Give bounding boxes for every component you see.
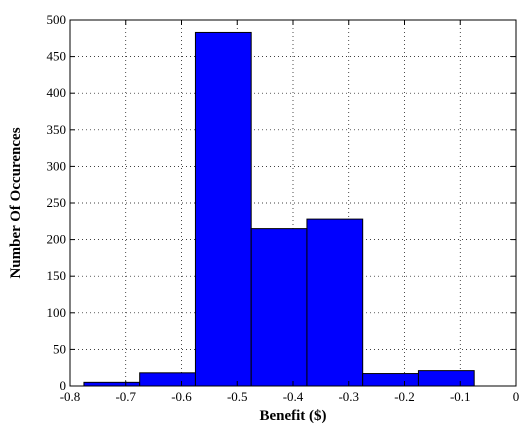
y-axis-ticks: 0 50 100 150 200 250 300 350 400 450 500 bbox=[47, 12, 516, 393]
histogram-bar-1 bbox=[83, 381, 141, 387]
y-tick-label: 250 bbox=[47, 195, 67, 210]
x-axis-ticks: -0.8 -0.7 -0.6 -0.5 -0.4 -0.3 -0.2 -0.1 0 bbox=[60, 20, 520, 404]
x-tick-label: -0.5 bbox=[227, 389, 248, 404]
y-axis-title: Number Of Occurences bbox=[8, 127, 24, 278]
x-tick-label: -0.7 bbox=[115, 389, 136, 404]
histogram-bar-6 bbox=[362, 373, 419, 387]
y-tick-label: 200 bbox=[47, 232, 67, 247]
histogram-bar-4 bbox=[250, 228, 308, 387]
x-tick-label: 0 bbox=[513, 389, 520, 404]
histogram-bar-2 bbox=[139, 372, 196, 387]
y-tick-label: 50 bbox=[53, 341, 66, 356]
y-tick-label: 300 bbox=[47, 158, 67, 173]
y-tick-label: 100 bbox=[47, 305, 67, 320]
y-tick-label: 400 bbox=[47, 85, 67, 100]
x-axis-title: Benefit ($) bbox=[259, 408, 326, 424]
x-tick-label: -0.2 bbox=[394, 389, 415, 404]
y-tick-label: 150 bbox=[47, 268, 67, 283]
x-tick-label: -0.4 bbox=[283, 389, 304, 404]
x-tick-label: -0.8 bbox=[60, 389, 81, 404]
y-tick-label: 500 bbox=[47, 12, 67, 27]
x-tick-label: -0.6 bbox=[171, 389, 192, 404]
y-tick-label: 450 bbox=[47, 49, 67, 64]
y-tick-label: 0 bbox=[60, 378, 67, 393]
histogram-bar-3 bbox=[194, 31, 252, 387]
x-tick-label: -0.1 bbox=[450, 389, 471, 404]
histogram-bar-5 bbox=[306, 218, 364, 387]
x-tick-label: -0.3 bbox=[338, 389, 359, 404]
histogram-bar-7 bbox=[417, 370, 475, 387]
bars-group bbox=[83, 31, 475, 387]
y-tick-label: 350 bbox=[47, 122, 67, 137]
